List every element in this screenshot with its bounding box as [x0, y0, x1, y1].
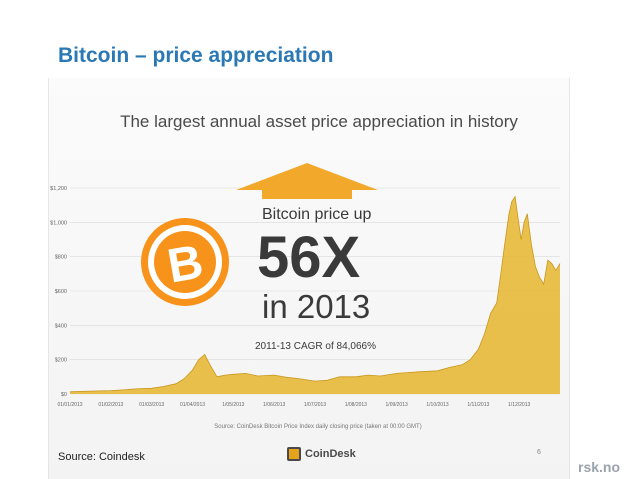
page-number: 6 [537, 449, 541, 456]
y-tick-label: $1,000 [50, 220, 67, 226]
y-axis-labels: $0 $200 $400 $600 $800 $1,000 $1,200 [50, 186, 67, 398]
x-tick-label: 01/02/2013 [98, 402, 123, 408]
x-tick-label: 1/07/2013 [304, 402, 326, 408]
chart-source: Source: CoinDesk Bitcoin Price Index dai… [214, 424, 421, 430]
infographic-headline: The largest annual asset price appreciat… [120, 112, 518, 131]
coindesk-logo-text: CoinDesk [305, 448, 356, 460]
x-tick-label: 01/01/2013 [57, 402, 82, 408]
coindesk-logo: CoinDesk [287, 444, 356, 464]
footer-domain: rsk.no [578, 459, 621, 475]
y-tick-label: $400 [55, 323, 67, 329]
x-tick-label: 1/09/2013 [386, 402, 408, 408]
source-note: Source: Coindesk [58, 451, 145, 463]
x-tick-label: 1/11/2013 [467, 402, 489, 408]
x-tick-label: 1/08/2013 [345, 402, 367, 408]
x-tick-label: 01/03/2013 [139, 402, 164, 408]
callout-year: in 2013 [262, 288, 370, 325]
price-area-series [69, 195, 561, 394]
x-axis-labels: 01/01/2013 01/02/2013 01/03/2013 01/04/2013… [57, 402, 530, 408]
infographic-panel [48, 78, 570, 479]
y-tick-label: $200 [55, 358, 67, 364]
y-tick-label: $0 [61, 392, 67, 398]
x-tick-label: 1/06/2013 [263, 402, 285, 408]
coindesk-logo-icon [287, 447, 301, 461]
price-line [69, 195, 561, 393]
x-tick-label: 1/12/2013 [508, 402, 530, 408]
y-tick-label: $600 [55, 289, 67, 295]
price-area [70, 196, 560, 394]
x-tick-label: 01/04/2013 [180, 402, 205, 408]
x-tick-label: 1/10/2013 [426, 402, 448, 408]
cagr-note: 2011-13 CAGR of 84,066% [255, 341, 376, 352]
slide-title: Bitcoin – price appreciation [58, 44, 334, 67]
y-tick-label: $1,200 [50, 186, 67, 192]
x-tick-label: 1/05/2013 [222, 402, 244, 408]
callout-big: 56X [257, 225, 361, 290]
up-arrow-icon [236, 163, 378, 199]
bitcoin-coin-icon: B [141, 218, 229, 306]
y-tick-label: $800 [55, 255, 67, 261]
callout-top: Bitcoin price up [262, 206, 371, 223]
